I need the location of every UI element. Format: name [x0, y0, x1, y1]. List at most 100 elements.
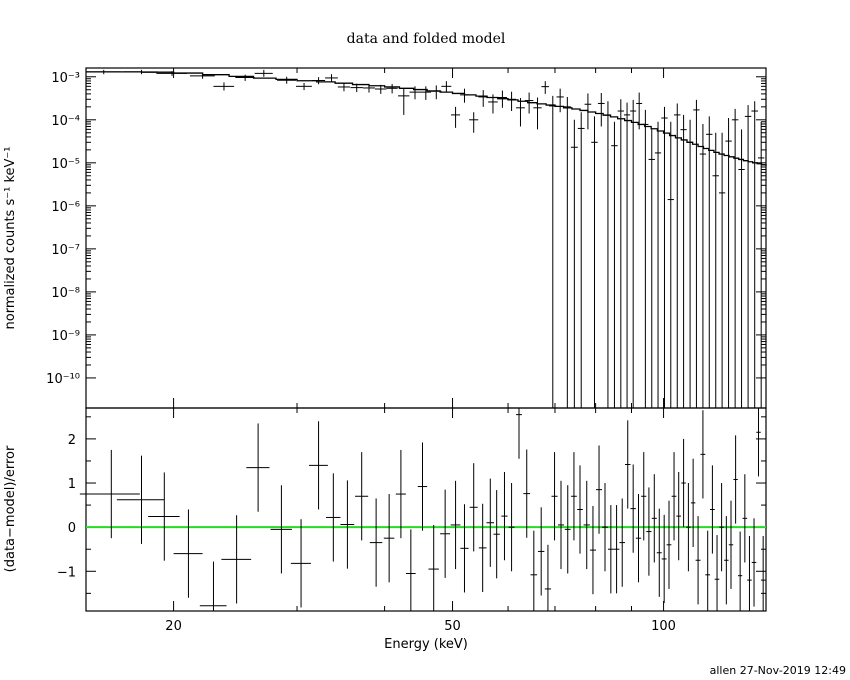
- residual-point: [589, 505, 597, 595]
- residual-point: [690, 458, 696, 548]
- y-tick-label: 2: [68, 433, 76, 448]
- residual-point: [624, 420, 631, 509]
- residual-point: [558, 480, 564, 570]
- residual-point: [501, 471, 508, 561]
- y-tick-label: 10⁻⁶: [51, 200, 80, 215]
- residual-point: [221, 515, 252, 604]
- data-point: [611, 121, 618, 408]
- residual-point: [516, 408, 522, 459]
- data-point: [751, 101, 758, 408]
- data-point: [706, 116, 713, 408]
- x-tick-label: 20: [165, 619, 182, 634]
- data-point: [277, 76, 297, 84]
- data-point: [731, 108, 739, 408]
- x-axis-label: Energy (keV): [384, 637, 468, 652]
- residual-point: [747, 535, 752, 611]
- residual-point: [450, 480, 461, 570]
- residual-point: [602, 483, 608, 572]
- residual-point: [751, 518, 757, 607]
- data-point: [350, 83, 363, 93]
- footer-timestamp: allen 27-Nov-2019 12:49: [710, 664, 846, 677]
- residual-point: [326, 473, 341, 562]
- data-point: [337, 83, 350, 92]
- data-point: [374, 84, 387, 94]
- data-point: [296, 82, 312, 91]
- data-point: [441, 81, 452, 93]
- data-point: [667, 121, 674, 408]
- residual-point: [79, 449, 140, 539]
- data-point: [654, 121, 662, 408]
- residual-point: [428, 524, 439, 611]
- residual-point: [630, 464, 636, 553]
- residual-point: [646, 487, 652, 576]
- residual-point: [719, 483, 724, 572]
- data-point: [584, 93, 592, 130]
- residual-point: [742, 474, 748, 563]
- data-point: [549, 95, 557, 408]
- y-tick-label: 10⁻⁴: [51, 114, 80, 129]
- residual-point: [676, 471, 682, 561]
- residual-point: [641, 452, 647, 541]
- data-point: [570, 119, 578, 408]
- data-point: [156, 71, 187, 76]
- residual-point: [577, 465, 583, 554]
- residual-point: [607, 505, 614, 594]
- bottom-panel-frame: [85, 407, 767, 612]
- y-tick-label: −1: [57, 565, 76, 580]
- residual-point: [486, 478, 495, 567]
- data-point: [591, 116, 598, 408]
- data-point: [362, 83, 375, 93]
- top-panel: 10⁻³ 10⁻⁴ 10⁻⁵ 10⁻⁶ 10⁻⁷ 10⁻⁸ 10⁻⁹ 10⁻¹⁰ normal…: [3, 67, 767, 409]
- residual-point: [564, 485, 571, 574]
- residual-point: [619, 498, 625, 587]
- data-point: [469, 112, 479, 133]
- data-point: [680, 114, 687, 408]
- residual-point: [583, 480, 590, 570]
- data-point: [524, 92, 534, 114]
- residual-point: [383, 494, 395, 583]
- data-point: [577, 112, 585, 408]
- data-point: [617, 99, 624, 408]
- residual-point: [308, 421, 328, 510]
- data-point: [409, 86, 421, 100]
- residual-point: [596, 445, 603, 534]
- data-point: [533, 97, 542, 130]
- data-point: [124, 69, 158, 75]
- data-point: [254, 69, 273, 77]
- residual-point: [635, 494, 642, 583]
- data-point: [693, 99, 700, 408]
- residual-point: [523, 449, 531, 538]
- data-point: [661, 106, 668, 408]
- residual-point: [478, 503, 487, 593]
- data-point: [516, 98, 525, 127]
- residual-point: [405, 529, 416, 611]
- top-y-axis-label: normalized counts s⁻¹ keV⁻¹: [3, 147, 18, 330]
- data-point: [488, 94, 498, 114]
- data-point: [235, 74, 255, 81]
- residual-point: [756, 408, 761, 477]
- data-point: [757, 121, 765, 408]
- x-tick-label: 50: [444, 619, 461, 634]
- residual-point: [417, 442, 428, 531]
- y-tick-label: 1: [68, 477, 76, 492]
- residual-point: [714, 535, 720, 611]
- y-tick-label: 10⁻⁹: [51, 329, 80, 344]
- residual-point: [537, 507, 545, 596]
- residual-point: [671, 452, 677, 541]
- residual-point: [493, 490, 500, 579]
- residual-point: [686, 483, 691, 572]
- bottom-panel: 20 50 100 2 1 0 −1 (data−model)/error Energy (…: [3, 407, 767, 652]
- data-point: [478, 90, 488, 107]
- residual-point: [666, 500, 672, 589]
- residual-point: [369, 498, 383, 587]
- residual-point: [681, 438, 686, 528]
- residual-point: [656, 508, 662, 597]
- data-point: [744, 105, 752, 408]
- data-point: [213, 82, 235, 91]
- residual-point: [695, 516, 701, 605]
- data-point: [311, 77, 326, 85]
- residual-point: [440, 489, 451, 578]
- data-point: [420, 86, 432, 100]
- residual-point: [173, 509, 203, 598]
- residual-point: [355, 452, 369, 541]
